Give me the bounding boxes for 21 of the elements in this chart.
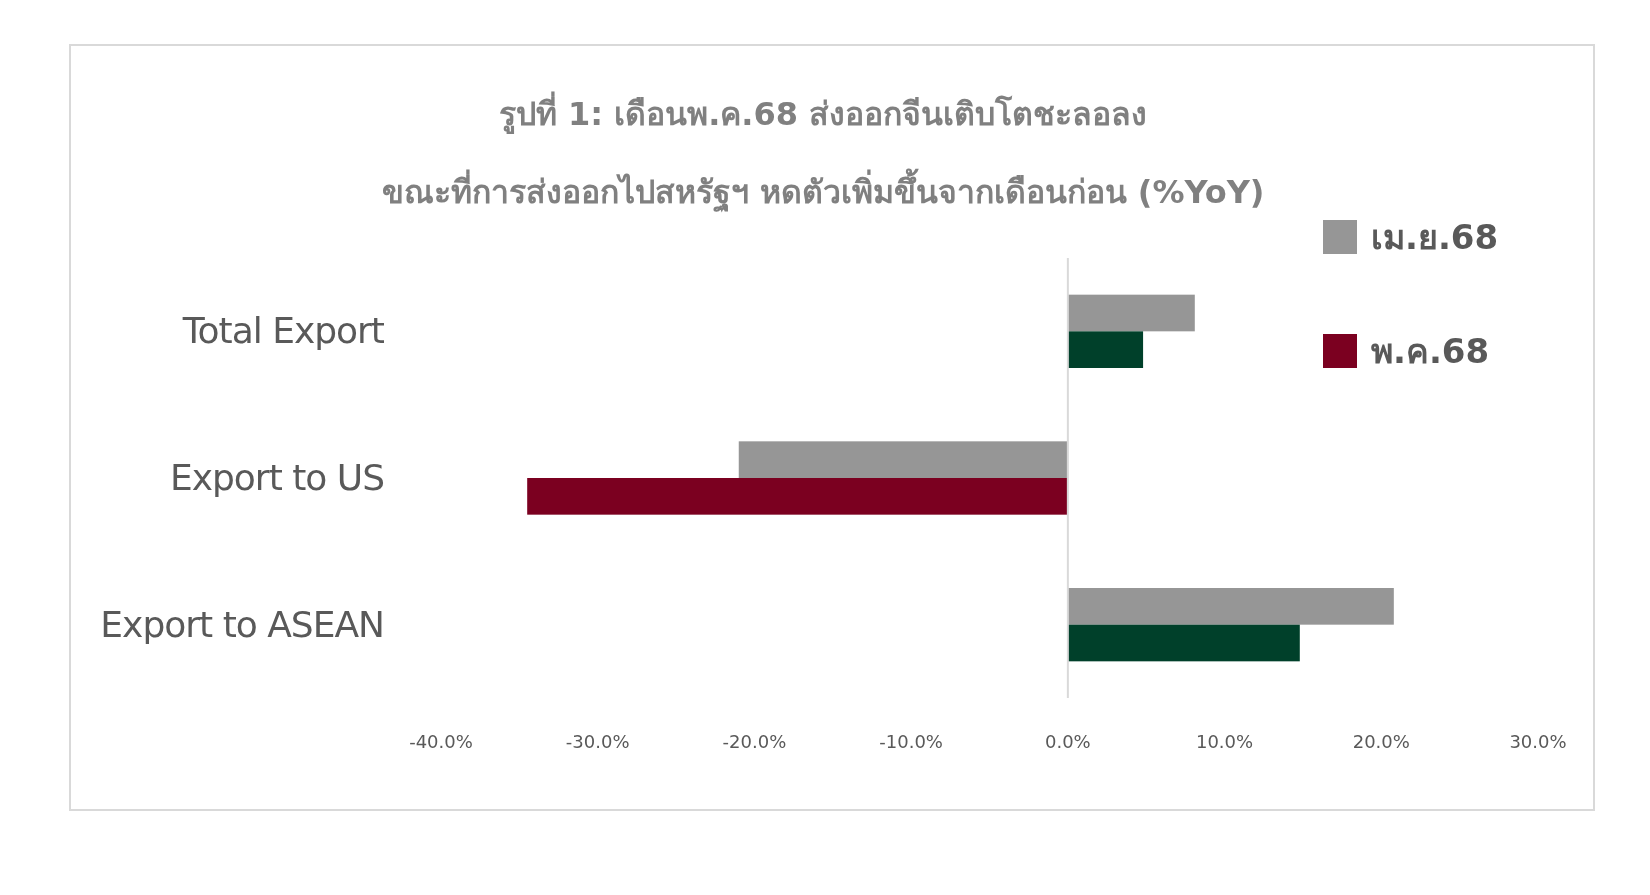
x-tick-label: -10.0% xyxy=(879,731,943,752)
bar xyxy=(1067,624,1300,662)
x-tick-label: 20.0% xyxy=(1352,731,1410,752)
bar xyxy=(738,441,1068,478)
x-tick-label: 10.0% xyxy=(1195,731,1254,752)
x-tick-label: 30.0% xyxy=(1509,731,1567,752)
bar xyxy=(1067,331,1144,368)
bar xyxy=(527,478,1068,515)
y-tick-label: Export to ASEAN xyxy=(100,603,384,645)
legend-label: พ.ค.68 xyxy=(1371,331,1490,371)
legend-label: เม.ย.68 xyxy=(1371,217,1499,257)
bar xyxy=(1067,588,1394,625)
y-tick-label: Total Export xyxy=(181,310,385,352)
y-tick-label: Export to US xyxy=(169,457,384,498)
x-tick-label: 0.0% xyxy=(1044,731,1091,752)
chart-title: รูปที่ 1: เดือนพ.ค.68 ส่งออกจีนเติบโตชะลอลง xyxy=(498,91,1148,135)
x-tick-label: -20.0% xyxy=(722,731,787,752)
x-tick-label: -40.0% xyxy=(409,731,473,752)
chart-subtitle: ขณะที่การส่งออกไปสหรัฐฯ หดตัวเพิ่มขึ้นจากเดือนก่อน (%YoY) xyxy=(381,168,1265,213)
bar xyxy=(1067,294,1195,332)
x-tick-label: -30.0% xyxy=(565,731,630,752)
